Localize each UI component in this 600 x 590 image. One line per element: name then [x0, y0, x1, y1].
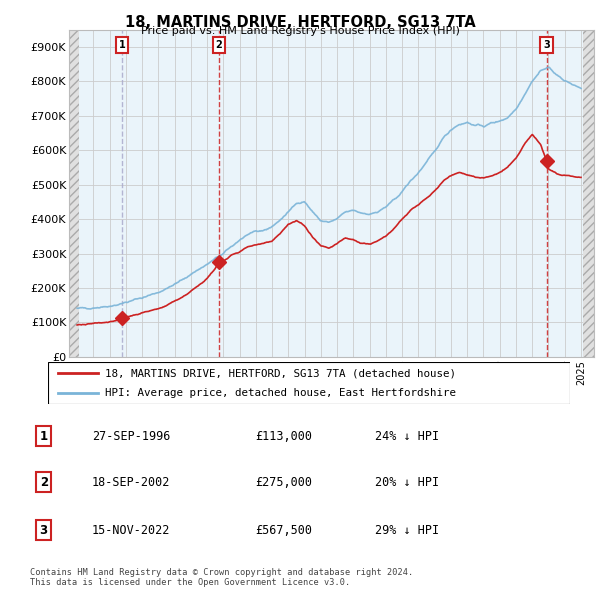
Text: HPI: Average price, detached house, East Hertfordshire: HPI: Average price, detached house, East… [106, 388, 457, 398]
Text: 18, MARTINS DRIVE, HERTFORD, SG13 7TA: 18, MARTINS DRIVE, HERTFORD, SG13 7TA [125, 15, 475, 30]
Text: Price paid vs. HM Land Registry's House Price Index (HPI): Price paid vs. HM Land Registry's House … [140, 26, 460, 36]
Bar [69, 30, 79, 357]
Text: 29% ↓ HPI: 29% ↓ HPI [376, 523, 440, 536]
Bar [122, 30, 219, 357]
Text: 18, MARTINS DRIVE, HERTFORD, SG13 7TA (detached house): 18, MARTINS DRIVE, HERTFORD, SG13 7TA (d… [106, 368, 457, 378]
Text: 1: 1 [40, 430, 48, 442]
Text: £113,000: £113,000 [255, 430, 312, 442]
Text: 2: 2 [215, 40, 222, 50]
Text: £275,000: £275,000 [255, 476, 312, 489]
Text: 3: 3 [543, 40, 550, 50]
Text: 3: 3 [40, 523, 48, 536]
Text: 24% ↓ HPI: 24% ↓ HPI [376, 430, 440, 442]
FancyBboxPatch shape [48, 362, 570, 404]
Text: £567,500: £567,500 [255, 523, 312, 536]
Bar [69, 30, 122, 357]
Bar [547, 30, 583, 357]
Text: 1: 1 [118, 40, 125, 50]
Text: 18-SEP-2002: 18-SEP-2002 [92, 476, 170, 489]
Text: 27-SEP-1996: 27-SEP-1996 [92, 430, 170, 442]
Bar [583, 30, 599, 357]
Bar [219, 30, 547, 357]
Text: Contains HM Land Registry data © Crown copyright and database right 2024.
This d: Contains HM Land Registry data © Crown c… [30, 568, 413, 587]
Text: 2: 2 [40, 476, 48, 489]
Text: 15-NOV-2022: 15-NOV-2022 [92, 523, 170, 536]
Text: 20% ↓ HPI: 20% ↓ HPI [376, 476, 440, 489]
